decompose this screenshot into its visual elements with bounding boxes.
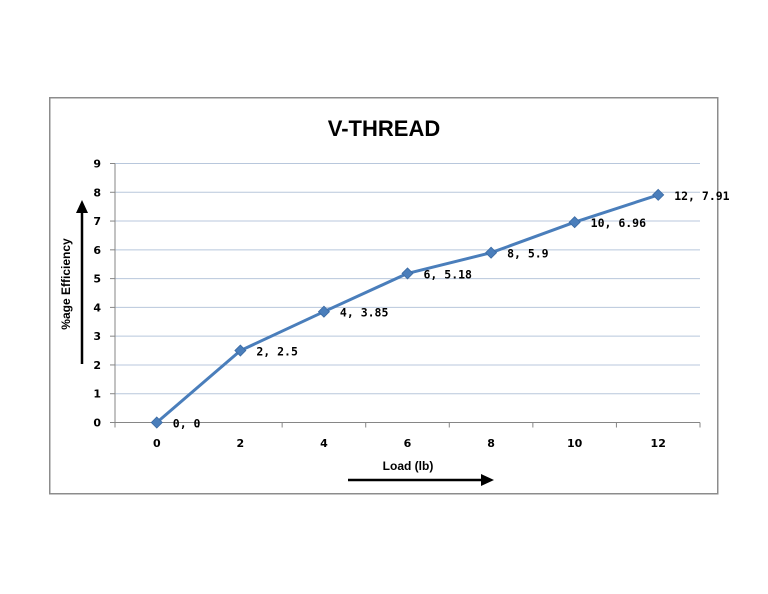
data-label: 12, 7.91 [674,189,729,203]
data-label: 10, 6.96 [591,216,646,230]
right-arrow-icon [348,474,494,486]
y-tick-label: 0 [93,417,101,430]
x-axis-ticks: 0 2 4 6 8 10 12 [153,437,666,450]
data-point [234,344,247,357]
x-tick-label: 10 [567,437,583,450]
data-point [150,416,163,429]
up-arrow-icon [76,200,88,364]
x-tick-label: 6 [404,437,412,450]
data-point [317,305,330,318]
y-tick-label: 8 [93,186,101,199]
y-tick-label: 6 [93,244,101,257]
data-label: 8, 5.9 [507,247,549,261]
data-label: 0, 0 [173,417,201,431]
data-labels: 0, 0 2, 2.5 4, 3.85 6, 5.18 8, 5.9 10, 6.96 12… [173,189,730,431]
chart-title: V-THREAD [328,116,440,141]
chart-frame [49,97,719,495]
data-label: 6, 5.18 [424,267,473,281]
x-axis-label: Load (lb) [383,459,434,473]
x-tick-label: 12 [651,437,666,450]
y-tick-label: 2 [93,359,101,372]
data-point [485,246,498,259]
data-point [401,267,414,280]
y-tick-label: 1 [93,388,101,401]
x-tick-label: 8 [487,437,495,450]
y-tick-label: 7 [93,215,101,228]
x-tick-label: 2 [237,437,245,450]
data-point [568,216,581,229]
y-axis-ticks: 0 1 2 3 4 5 6 7 8 9 [93,158,101,430]
y-tick-label: 4 [93,301,101,314]
gridlines [110,163,701,428]
data-point [652,188,665,201]
data-label: 2, 2.5 [256,345,298,359]
y-tick-label: 5 [93,273,101,286]
x-tick-label: 0 [153,437,161,450]
y-axis-label: %age Efficiency [59,238,73,330]
data-label: 4, 3.85 [340,306,389,320]
y-tick-label: 3 [93,330,101,343]
series [150,188,665,429]
x-tick-label: 4 [320,437,328,450]
y-tick-label: 9 [93,158,101,171]
